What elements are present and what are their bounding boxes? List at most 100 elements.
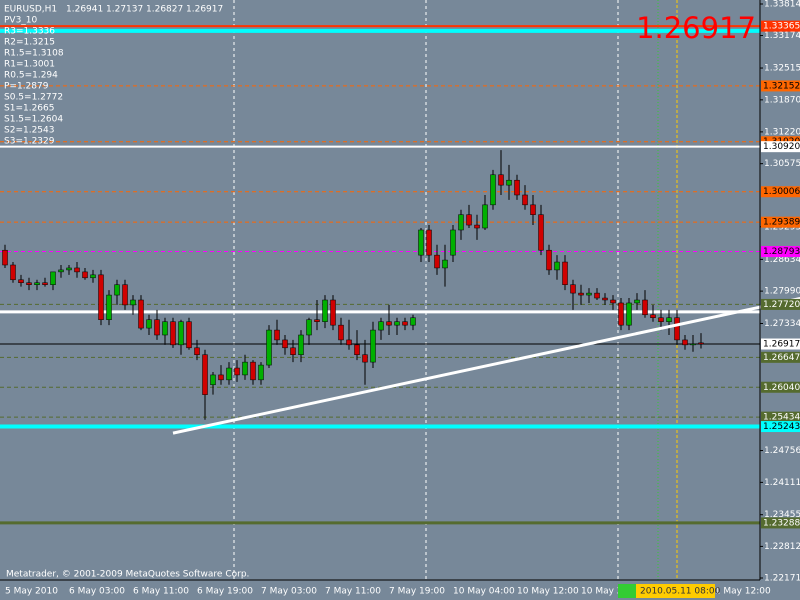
candle-body	[202, 354, 208, 395]
crosshair-label: 2010.05.11 08:00	[640, 587, 721, 597]
candle-body	[330, 299, 336, 326]
candle-body	[466, 214, 472, 226]
level-tag	[761, 411, 800, 423]
candle-body	[658, 317, 664, 322]
indicator-line: S3=1.2329	[4, 137, 55, 147]
texts: EURUSD,H1 1.26941 1.27137 1.26827 1.2691…	[4, 5, 756, 580]
candle-body	[50, 271, 56, 285]
candle-body	[234, 367, 240, 376]
candle-body	[186, 321, 192, 349]
footer: Metatrader, © 2001-2009 MetaQuotes Softw…	[6, 570, 249, 580]
candle-body	[426, 229, 432, 256]
level-tag-label: 1.26647	[763, 353, 800, 363]
level-tag	[761, 246, 800, 258]
candle-body	[506, 179, 512, 186]
level-tag-label: 1.32152	[763, 81, 800, 91]
candle-body	[626, 302, 632, 326]
candle-body	[434, 254, 440, 269]
candle-body	[322, 299, 328, 322]
y-tick-label: 1.31870	[764, 95, 800, 105]
candles	[2, 150, 704, 420]
candle-body	[18, 279, 24, 283]
header-low: 1.26827	[146, 5, 183, 15]
indicator-line: S1.5=1.2604	[4, 115, 63, 125]
x-tick-label: 6 May 11:00	[133, 587, 189, 597]
candle-body	[130, 299, 136, 306]
y-tick-label: 1.31220	[764, 127, 800, 137]
candle-body	[298, 334, 304, 355]
candle-body	[554, 261, 560, 271]
candle-body	[242, 361, 248, 376]
candle-body	[514, 179, 520, 196]
candle-body	[290, 347, 296, 355]
candle-body	[482, 204, 488, 229]
indicator-line: R0.5=1.294	[4, 71, 58, 81]
x-tick-label: 10 May 20:00	[581, 587, 643, 597]
level-tag-label: 1.28793	[763, 247, 800, 257]
candle-body	[618, 302, 624, 326]
candle-body	[282, 339, 288, 349]
candle-body	[146, 319, 152, 329]
candle-body	[42, 282, 48, 285]
indicator-line: S2=1.2543	[4, 126, 54, 136]
candle-body	[410, 317, 416, 326]
candle-body	[418, 229, 424, 256]
candle-body	[586, 292, 592, 296]
candle-body	[26, 282, 32, 285]
candle-body	[58, 269, 64, 273]
candle-body	[570, 284, 576, 294]
candle-body	[362, 354, 368, 363]
level-tag-label: 1.23288	[763, 518, 800, 528]
candle-body	[354, 344, 360, 355]
candle-body	[546, 249, 552, 271]
header-high: 1.27137	[106, 5, 143, 15]
candle-body	[698, 342, 704, 345]
level-tag-label: 1.26040	[763, 383, 800, 393]
candle-body	[346, 339, 352, 346]
candle-body	[210, 374, 216, 386]
candle-body	[530, 204, 536, 215]
indicator-line: R2=1.3215	[4, 38, 55, 48]
candle-body	[490, 174, 496, 206]
level-tag	[761, 186, 800, 198]
candle-body	[274, 329, 280, 341]
candle-body	[138, 299, 144, 329]
header-open: 1.26941	[66, 5, 103, 15]
y-tick-label: 1.23455	[764, 510, 800, 520]
candle-body	[82, 271, 88, 279]
candle-body	[378, 321, 384, 331]
y-tick-label: 1.24756	[764, 446, 800, 456]
candle-body	[258, 364, 264, 381]
candle-body	[610, 299, 616, 304]
candle-body	[402, 321, 408, 326]
candle-body	[642, 299, 648, 316]
candle-body	[498, 174, 504, 186]
candle-body	[522, 194, 528, 206]
candle-body	[10, 264, 16, 281]
candle-body	[2, 249, 8, 266]
current-price: 1.26917	[636, 11, 756, 45]
candle-body	[690, 343, 696, 346]
level-tag	[761, 216, 800, 228]
x-tick-label: 7 May 11:00	[325, 587, 381, 597]
vertical-grid	[233, 0, 678, 580]
candle-body	[194, 347, 200, 355]
candle-body	[370, 329, 376, 363]
candle-body	[602, 297, 608, 301]
level-tag	[761, 421, 800, 433]
candle-body	[178, 321, 184, 346]
level-tag-label: 1.27720	[763, 300, 800, 310]
candle-body	[90, 274, 96, 279]
overlay	[172, 297, 800, 435]
level-tag	[761, 517, 800, 529]
level-tag-label: 1.25243	[763, 422, 800, 432]
candle-body	[538, 214, 544, 251]
y-tick-label: 1.33174	[764, 31, 800, 41]
candle-body	[338, 324, 344, 341]
indicator-line: R1=1.3001	[4, 60, 55, 70]
candle-body	[34, 282, 40, 285]
y-tick-label: 1.30575	[764, 159, 800, 169]
x-tick-label: 7 May 03:00	[261, 587, 317, 597]
current-price-tag	[761, 338, 800, 350]
